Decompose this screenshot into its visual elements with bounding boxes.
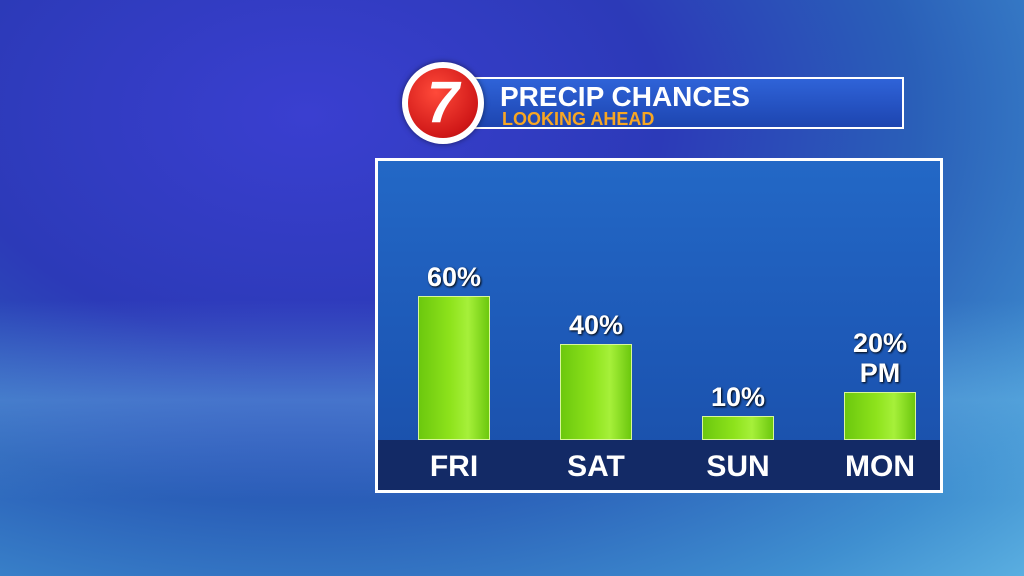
value-label: 10%: [710, 382, 766, 412]
value-label: 60%: [426, 262, 482, 292]
category-band: [378, 440, 940, 490]
x-tick-label: SAT: [567, 450, 625, 483]
logo-text: 7: [408, 68, 478, 138]
x-tick-label: FRI: [429, 450, 479, 483]
chart-subtitle: LOOKING AHEAD: [502, 109, 655, 129]
value-label: 40%: [568, 310, 624, 340]
value-label: 20% PM: [852, 328, 908, 388]
x-tick-label: SUN: [706, 450, 770, 483]
title-banner: PRECIP CHANCES LOOKING AHEAD: [468, 77, 904, 129]
chart-title: PRECIP CHANCES: [500, 81, 750, 112]
x-tick-label: MON: [845, 450, 915, 483]
chart-panel: 60% FRI 40% SAT 10% SUN 20% PM MON: [375, 158, 943, 493]
bar: [418, 296, 490, 440]
bar: [844, 392, 916, 440]
bar: [702, 416, 774, 440]
bar: [560, 344, 632, 440]
logo: 7: [402, 62, 484, 144]
